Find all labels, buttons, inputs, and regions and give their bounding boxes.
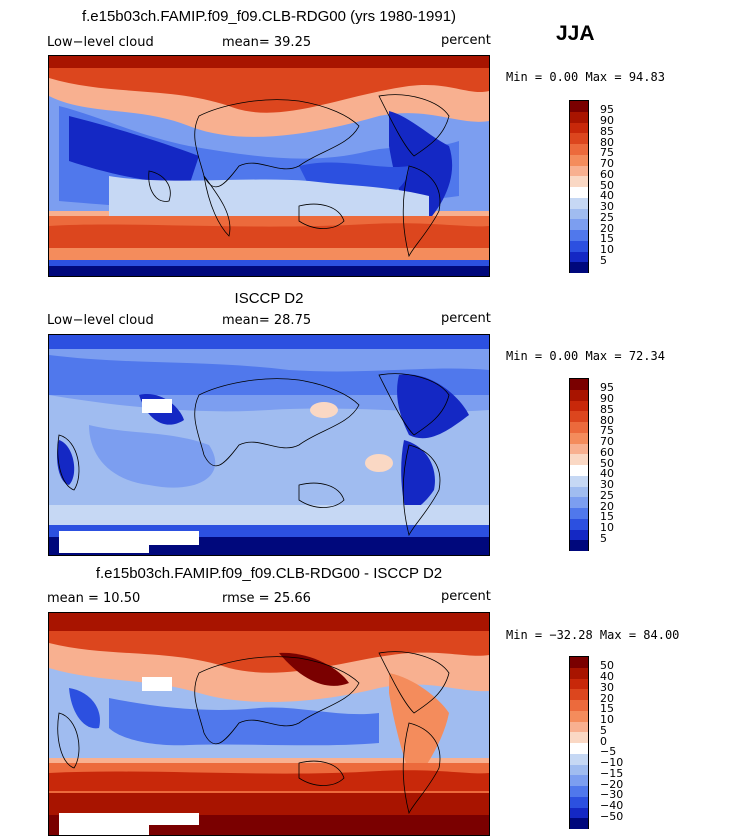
cbar3-tick: 40 (600, 670, 614, 683)
cbar1-tick: 50 (600, 179, 614, 192)
cbar3-tick: −50 (600, 810, 624, 823)
panel-2-units: percent (441, 311, 491, 326)
cbar2-tick: 60 (600, 446, 614, 459)
cbar1-tick: 95 (600, 103, 614, 116)
cbar1-tick: 60 (600, 168, 614, 181)
cbar2-tick: 85 (600, 403, 614, 416)
panel-3-title: f.e15b03ch.FAMIP.f09_f09.CLB-RDG00 - ISC… (95, 565, 443, 582)
panel-1-title: f.e15b03ch.FAMIP.f09_f09.CLB-RDG00 (yrs … (81, 8, 457, 25)
panel-1-colorbar (569, 100, 589, 273)
cbar3-tick: 0 (600, 735, 607, 748)
cbar2-tick: 15 (600, 510, 614, 523)
cbar1-tick: 40 (600, 189, 614, 202)
panel-2-map (48, 334, 490, 556)
cbar1-tick: 85 (600, 125, 614, 138)
panel-3-rmse: rmse = 25.66 (222, 591, 311, 606)
cbar2-tick: 40 (600, 467, 614, 480)
cbar3-tick: 50 (600, 659, 614, 672)
panel-1-units: percent (441, 33, 491, 48)
cbar1-tick: 30 (600, 200, 614, 213)
cbar3-tick: −15 (600, 767, 624, 780)
cbar1-tick: 70 (600, 157, 614, 170)
cbar3-tick: 30 (600, 681, 614, 694)
cbar1-tick: 5 (600, 254, 607, 267)
cbar1-tick: 80 (600, 136, 614, 149)
cbar2-tick: 20 (600, 500, 614, 513)
panel-1-map (48, 55, 490, 277)
cbar3-tick: −40 (600, 799, 624, 812)
panel-1-field-label: Low−level cloud (47, 35, 154, 50)
cbar1-tick: 90 (600, 114, 614, 127)
cbar3-tick: −10 (600, 756, 624, 769)
cbar2-tick: 80 (600, 414, 614, 427)
cbar1-tick: 15 (600, 232, 614, 245)
panel-2-title: ISCCP D2 (234, 290, 304, 307)
cbar2-tick: 5 (600, 532, 607, 545)
cbar3-tick: 20 (600, 692, 614, 705)
cbar3-tick: −20 (600, 778, 624, 791)
cbar2-tick: 75 (600, 424, 614, 437)
cbar1-tick: 25 (600, 211, 614, 224)
cbar2-tick: 95 (600, 381, 614, 394)
cbar2-tick: 25 (600, 489, 614, 502)
cbar3-tick: 5 (600, 724, 607, 737)
panel-2-map-field (49, 335, 489, 555)
cbar2-tick: 50 (600, 457, 614, 470)
panel-3-mean: mean = 10.50 (47, 591, 141, 606)
cbar3-tick: −30 (600, 788, 624, 801)
panel-3-minmax: Min = −32.28 Max = 84.00 (506, 628, 680, 642)
cbar2-tick: 10 (600, 521, 614, 534)
cbar1-tick: 75 (600, 146, 614, 159)
cbar3-tick: 15 (600, 702, 614, 715)
cbar3-tick: −5 (600, 745, 617, 758)
panel-2-colorbar (569, 378, 589, 551)
cbar2-tick: 90 (600, 392, 614, 405)
panel-2-minmax: Min = 0.00 Max = 72.34 (506, 349, 665, 363)
panel-3-map (48, 612, 490, 836)
panel-3-colorbar (569, 656, 589, 829)
panel-1-map-field (49, 56, 489, 276)
panel-3-units: percent (441, 589, 491, 604)
panel-2-field-label: Low−level cloud (47, 313, 154, 328)
panel-2-mean: mean= 28.75 (222, 313, 312, 328)
cbar1-tick: 10 (600, 243, 614, 256)
cbar2-tick: 70 (600, 435, 614, 448)
cbar1-tick: 20 (600, 222, 614, 235)
cbar2-tick: 30 (600, 478, 614, 491)
season-label: JJA (556, 22, 595, 45)
panel-3-map-field (49, 613, 489, 835)
cbar3-tick: 10 (600, 713, 614, 726)
panel-1-mean: mean= 39.25 (222, 35, 312, 50)
panel-1-minmax: Min = 0.00 Max = 94.83 (506, 70, 665, 84)
